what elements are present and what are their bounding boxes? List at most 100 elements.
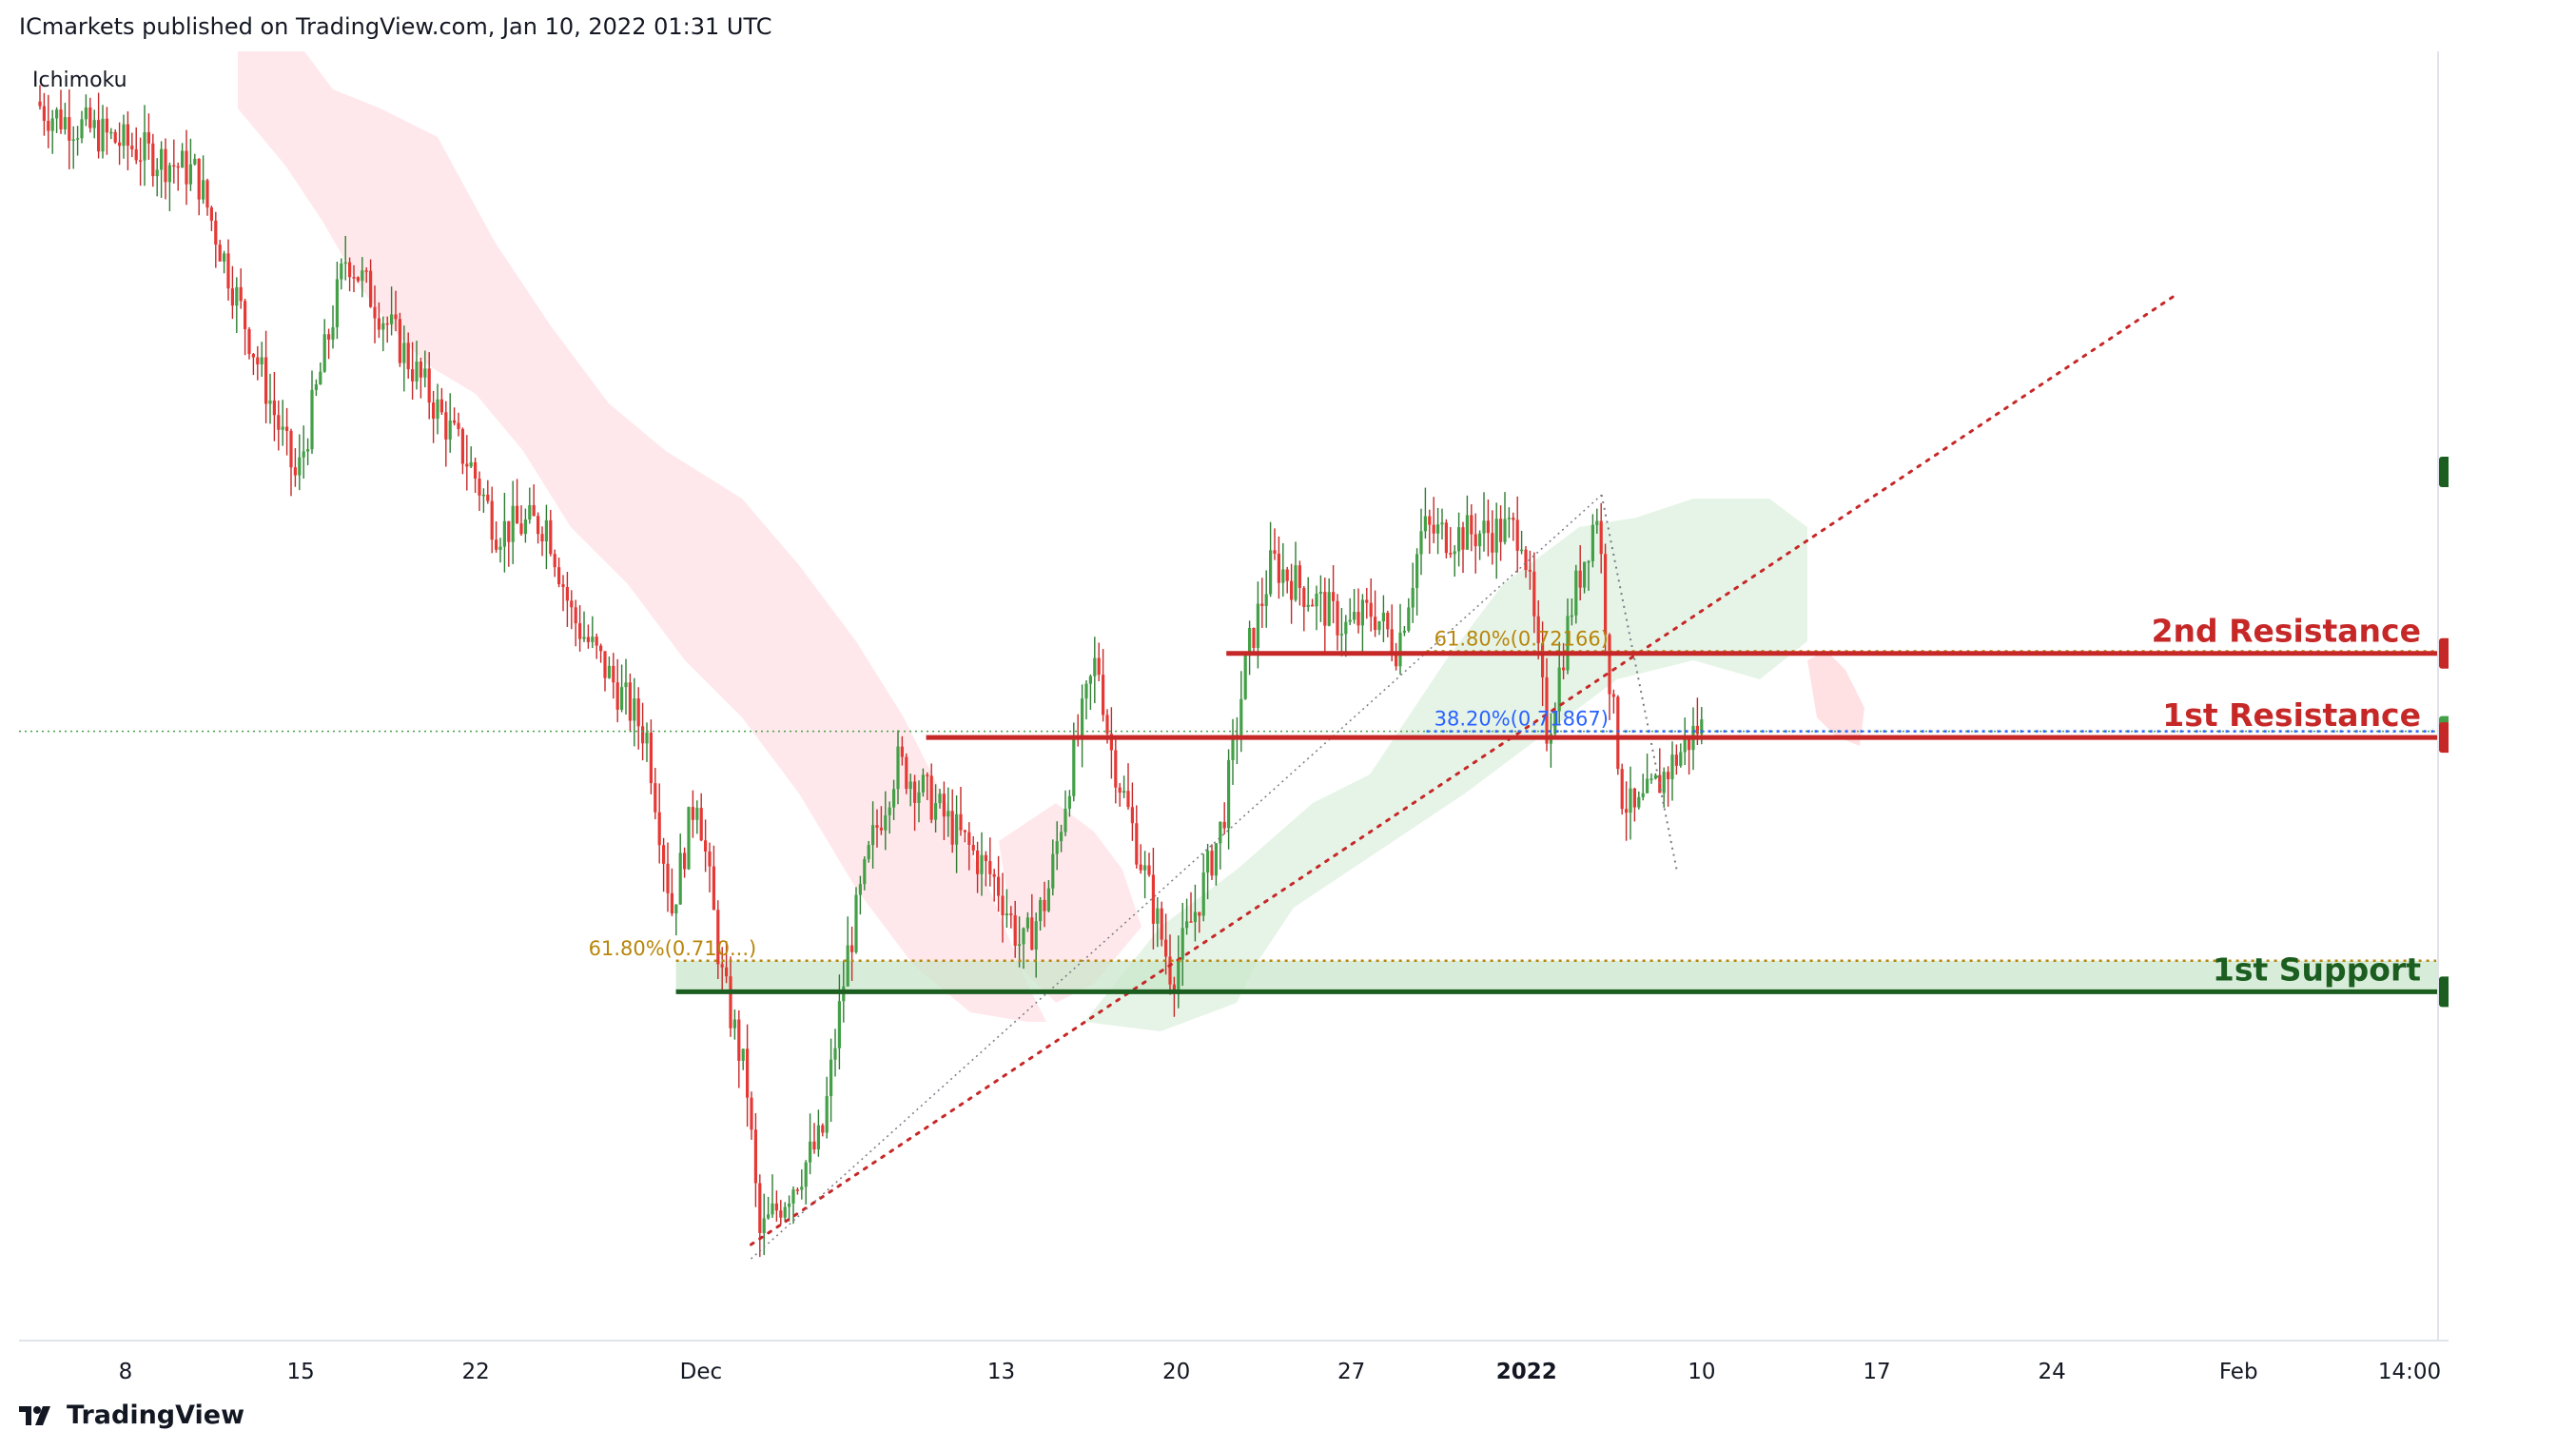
candle [683,847,687,878]
candle-body [934,803,938,820]
indicator-label[interactable]: Ichimoku [32,69,127,92]
candle-body [1339,634,1343,636]
candle-body [202,180,205,200]
candle [490,486,494,554]
candle [481,488,485,513]
candle [1590,514,1594,568]
candle [42,92,46,136]
candle-body [1453,551,1456,555]
candle [185,129,188,206]
candle [1344,615,1348,657]
candle [306,438,310,465]
candle-body [457,422,460,429]
candle [1327,578,1331,627]
fib-level-label: 38.20%(0.71867) [1434,708,1609,731]
candle-body [298,457,302,476]
candle-body [1013,914,1017,947]
candle [1587,559,1590,591]
candle [502,492,506,573]
candle-body [1515,519,1519,551]
candle-body [921,774,925,793]
candle [971,835,975,855]
candle [825,1076,829,1139]
candle [779,1200,783,1225]
candle [1683,717,1687,765]
candle [1156,896,1160,948]
candle [335,262,339,340]
candle [1520,530,1524,555]
candle [578,605,582,652]
candle-body [603,651,607,678]
candle-body [361,270,364,282]
candle [788,1195,791,1222]
candle-body [1198,911,1201,916]
candle [1109,707,1113,779]
candle [636,687,640,750]
candle-body [612,665,615,683]
candle [1122,775,1126,798]
candle-body [97,120,101,152]
candle-body [582,637,586,639]
candle [963,829,966,843]
candle [888,801,891,834]
candle-body [1046,888,1050,911]
candle-body [134,148,138,161]
candle [444,401,448,467]
candle-body [310,389,314,450]
candle [1206,843,1210,900]
footer: TradingView [19,1401,244,1430]
candle [1135,805,1139,869]
candle-body [1457,527,1461,552]
candle-body [348,262,352,278]
candle-body [63,117,67,129]
candle-body [1139,864,1142,871]
candle-body [1067,795,1071,809]
candle [1348,598,1352,626]
candle [783,1202,787,1223]
candle-body [415,361,419,382]
candle [875,809,879,848]
candle [1081,684,1084,768]
x-tick-label: 24 [2038,1360,2065,1383]
candle-body [235,286,239,306]
candle [369,259,373,308]
candle [105,107,108,155]
candle [1482,492,1486,552]
candle [561,575,565,612]
x-tick-label: Dec [680,1360,723,1383]
candle [921,768,925,797]
candle [892,779,896,820]
candle [1670,741,1674,801]
candle-body [502,520,506,547]
candle [905,753,908,794]
price-chart[interactable]: 61.80%(0.710...) 61.80%(0.72166) 38.20%(0.… [19,51,2551,1384]
candle [654,768,657,820]
candle-body [553,554,556,568]
candle-body [1444,522,1448,554]
candle [1034,912,1038,978]
candle [1491,510,1494,565]
candle [202,155,205,205]
candle [867,840,870,863]
candle [871,801,875,869]
candle [1679,743,1683,768]
footer-brand: TradingView [67,1401,245,1430]
level-label: 2nd Resistance [2152,613,2421,650]
candle-body [38,101,42,107]
candle [863,855,867,891]
candle-body [758,1183,762,1233]
candle-body [1377,621,1381,631]
candle [460,427,464,475]
candle-body [364,270,368,272]
candle-body [779,1210,783,1218]
candle-body [122,124,126,147]
candle [737,1009,741,1088]
candle-body [1599,520,1603,555]
chart-frame[interactable]: 61.80%(0.710...) 61.80%(0.72166) 38.20%(0.… [19,51,2551,1384]
candle [767,1197,771,1220]
candle-body [1595,520,1599,525]
candle [1356,588,1360,634]
candle-body [833,1048,837,1060]
candle [88,97,92,133]
candle [223,250,226,274]
